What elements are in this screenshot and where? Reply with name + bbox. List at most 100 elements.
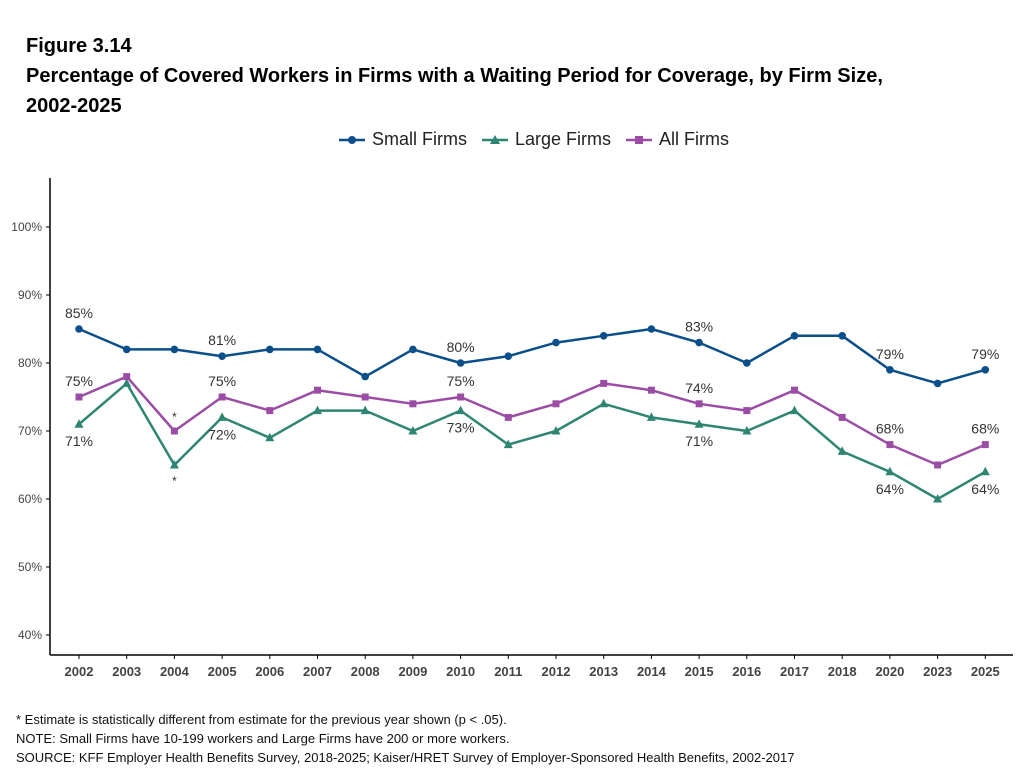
legend-label-all-firms: All Firms [659, 129, 730, 149]
data-label: 79% [876, 346, 904, 362]
y-tick-label: 80% [18, 356, 42, 370]
data-point [170, 345, 179, 354]
data-point [646, 412, 656, 421]
y-tick-label: 90% [18, 288, 42, 302]
data-label: 83% [685, 319, 713, 335]
data-point [743, 407, 751, 415]
series-small-firms [75, 325, 990, 388]
data-point [933, 494, 943, 503]
data-point [933, 379, 942, 388]
data-point [409, 345, 417, 354]
data-point [122, 345, 131, 354]
data-point [694, 419, 704, 428]
x-tick-label: 2015 [685, 664, 714, 679]
data-point [123, 373, 131, 381]
y-tick-label: 50% [18, 560, 42, 574]
legend-marker-circle-icon [339, 135, 365, 144]
x-tick-label: 2005 [208, 664, 237, 679]
data-label: 75% [447, 373, 475, 389]
data-point [74, 419, 84, 428]
data-point [314, 386, 321, 394]
footnotes: * Estimate is statistically different fr… [16, 710, 794, 767]
data-label: 64% [971, 481, 999, 497]
line-chart: 40% 50% 60% 70% 80% 90% 100% 2002 2003 2004 2005 20… [11, 178, 1013, 679]
data-point [457, 393, 465, 401]
significance-marker: * [172, 474, 177, 488]
asterisk-note: * Estimate is statistically different fr… [16, 712, 507, 727]
data-point [218, 352, 226, 361]
series-line [78, 327, 986, 385]
figure-title-line2: 2002-2025 [26, 95, 122, 117]
data-point [647, 325, 656, 333]
data-point [838, 332, 846, 340]
data-point [551, 426, 561, 435]
data-point [838, 413, 846, 421]
data-point [791, 386, 798, 394]
x-tick-label: 2017 [780, 664, 809, 679]
data-point [265, 432, 275, 442]
data-point [408, 426, 418, 435]
x-tick-label: 2020 [875, 664, 904, 679]
data-point [599, 332, 608, 340]
data-point [217, 412, 227, 421]
source-note: SOURCE: KFF Employer Health Benefits Sur… [16, 750, 795, 765]
data-point [600, 379, 608, 387]
data-label: 73% [447, 420, 475, 436]
data-point [599, 398, 609, 408]
x-tick-label: 2002 [65, 664, 94, 679]
data-point [456, 405, 466, 415]
legend-label-small-firms: Small Firms [372, 129, 467, 149]
data-point [695, 338, 703, 347]
data-point [886, 366, 894, 374]
figure-title-line1: Percentage of Covered Workers in Firms w… [26, 65, 883, 87]
x-tick-label: 2004 [160, 664, 190, 679]
data-label: 71% [65, 433, 93, 449]
data-point [360, 405, 370, 415]
data-point [981, 366, 990, 374]
data-label: 85% [65, 305, 93, 321]
data-point [790, 332, 799, 340]
x-tick-label: 2016 [732, 664, 761, 679]
data-point [742, 426, 752, 435]
data-point [170, 427, 178, 435]
x-tick-label: 2013 [589, 664, 618, 679]
data-point [361, 393, 369, 401]
legend-marker-square-icon [626, 135, 653, 144]
data-point [409, 400, 417, 408]
data-label: 72% [208, 426, 236, 442]
chart-legend: Small Firms Large Firms All Firms [338, 129, 743, 150]
data-point [552, 338, 560, 347]
data-point [266, 345, 274, 354]
data-point [695, 400, 703, 408]
series-large-firms [74, 378, 990, 503]
x-tick-label: 2014 [637, 664, 667, 679]
data-point [647, 386, 655, 394]
firm-size-note: NOTE: Small Firms have 10-199 workers an… [16, 731, 510, 746]
x-tick-label: 2006 [255, 664, 284, 679]
data-point [266, 407, 274, 415]
significance-marker: * [172, 410, 177, 424]
legend-item-large-firms: Large Firms [481, 129, 611, 150]
data-label: 75% [65, 373, 93, 389]
series-all-firms [75, 373, 989, 469]
legend-item-small-firms: Small Firms [338, 129, 467, 150]
x-tick-label: 2018 [828, 664, 857, 679]
data-label: 68% [876, 421, 904, 437]
data-point [981, 441, 989, 449]
data-point [313, 405, 322, 415]
x-tick-label: 2023 [923, 664, 952, 679]
y-tick-label: 70% [18, 424, 42, 438]
data-label: 71% [685, 433, 713, 449]
x-tick-label: 2025 [971, 664, 1000, 679]
data-point [980, 466, 990, 476]
data-point [886, 441, 894, 449]
data-point [743, 359, 751, 367]
data-point [169, 460, 179, 469]
y-tick-label: 60% [18, 492, 42, 506]
data-label: 81% [208, 332, 236, 348]
series-line [78, 375, 986, 467]
data-label: 79% [971, 346, 999, 362]
x-tick-label: 2008 [351, 664, 380, 679]
data-point [837, 446, 847, 455]
y-tick-label: 40% [18, 628, 42, 642]
